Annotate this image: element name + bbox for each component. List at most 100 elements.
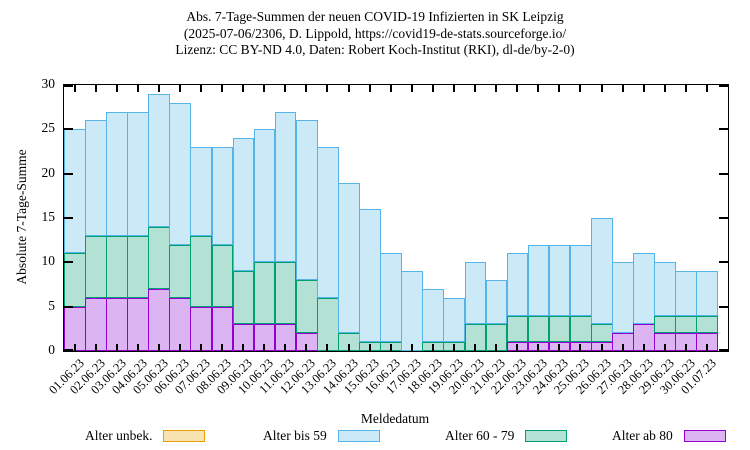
x-tick-mark bbox=[305, 344, 308, 351]
x-tick-mark bbox=[115, 344, 118, 351]
legend-swatch-alter-60-79 bbox=[525, 429, 568, 442]
bar-segment bbox=[106, 235, 128, 298]
x-tick-mark bbox=[452, 85, 455, 92]
bar-segment bbox=[590, 324, 613, 343]
bar-segment bbox=[654, 262, 676, 316]
bar-segment bbox=[380, 253, 402, 343]
bar-segment bbox=[696, 271, 719, 316]
x-tick-mark bbox=[305, 85, 308, 92]
bar-segment bbox=[295, 120, 318, 281]
x-tick-mark bbox=[537, 344, 540, 351]
bar-segment bbox=[464, 262, 487, 325]
x-tick-mark bbox=[178, 344, 181, 351]
bar-segment bbox=[359, 209, 381, 343]
y-tick-label: 10 bbox=[41, 253, 56, 269]
x-tick-mark bbox=[263, 344, 266, 351]
x-tick-mark bbox=[684, 344, 687, 351]
bar-segment bbox=[232, 138, 255, 272]
bar-segment bbox=[548, 315, 571, 343]
bar-segment bbox=[190, 235, 213, 307]
x-tick-mark bbox=[347, 85, 350, 92]
x-tick-mark bbox=[73, 344, 76, 351]
bar-segment bbox=[654, 315, 676, 334]
bar-segment bbox=[696, 315, 719, 334]
x-tick-mark bbox=[94, 344, 97, 351]
x-tick-mark bbox=[621, 85, 624, 92]
y-tick-mark bbox=[64, 172, 73, 175]
x-tick-mark bbox=[705, 85, 708, 92]
bar-segment bbox=[422, 288, 445, 343]
x-tick-mark bbox=[642, 85, 645, 92]
x-tick-mark bbox=[136, 85, 139, 92]
bar-segment bbox=[190, 147, 213, 236]
x-tick-mark bbox=[326, 85, 329, 92]
x-tick-mark bbox=[368, 85, 371, 92]
x-tick-mark bbox=[389, 85, 392, 92]
bar-segment bbox=[211, 244, 234, 307]
x-tick-mark bbox=[284, 85, 287, 92]
x-tick-mark bbox=[558, 85, 561, 92]
bar-segment bbox=[127, 235, 149, 298]
x-tick-mark bbox=[663, 344, 666, 351]
legend-label-alter-bis-59: Alter bis 59 bbox=[263, 427, 327, 443]
legend-swatch-alter-bis-59 bbox=[337, 429, 380, 442]
x-tick-mark bbox=[178, 85, 181, 92]
bar-segment bbox=[590, 218, 613, 325]
x-tick-mark bbox=[242, 85, 245, 92]
bar-segment bbox=[64, 129, 86, 254]
y-tick-label: 15 bbox=[41, 209, 56, 224]
x-tick-mark bbox=[516, 85, 519, 92]
bar-segment bbox=[274, 111, 297, 263]
x-tick-mark bbox=[642, 344, 645, 351]
bar-segment bbox=[127, 111, 149, 236]
y-tick-mark bbox=[64, 217, 73, 219]
bar-segment bbox=[485, 280, 508, 325]
legend-label-alter-60-79: Alter 60 - 79 bbox=[445, 427, 515, 443]
x-tick-mark bbox=[600, 85, 603, 92]
bar-segment bbox=[169, 102, 192, 245]
x-tick-mark bbox=[368, 344, 371, 351]
x-tick-mark bbox=[452, 344, 455, 351]
x-tick-mark bbox=[558, 344, 561, 351]
x-tick-mark bbox=[516, 344, 519, 351]
y-tick-mark bbox=[719, 85, 728, 87]
x-tick-mark bbox=[94, 85, 97, 92]
y-tick-mark bbox=[64, 261, 73, 264]
y-tick-label: 0 bbox=[48, 342, 55, 357]
x-tick-mark bbox=[136, 344, 139, 351]
bar-segment bbox=[527, 315, 550, 343]
bar-segment bbox=[169, 244, 192, 298]
x-tick-mark bbox=[389, 344, 392, 351]
x-tick-mark bbox=[200, 85, 203, 92]
x-tick-mark bbox=[495, 344, 498, 351]
y-tick-mark bbox=[64, 349, 73, 351]
bar-segment bbox=[85, 235, 107, 298]
plot-area bbox=[63, 84, 729, 352]
x-tick-mark bbox=[347, 344, 350, 351]
bar-segment bbox=[148, 226, 170, 289]
x-tick-mark bbox=[431, 344, 434, 351]
legend-item-alter-60-79: Alter 60 - 79 bbox=[445, 427, 568, 444]
x-tick-mark bbox=[431, 85, 434, 92]
x-tick-mark bbox=[284, 344, 287, 351]
chart-title-line-1: Abs. 7-Tage-Summen der neuen COVID-19 In… bbox=[186, 9, 564, 24]
chart-title-line-3: Lizenz: CC BY-ND 4.0, Daten: Robert Koch… bbox=[175, 42, 575, 57]
x-tick-mark bbox=[200, 344, 203, 351]
x-tick-mark bbox=[157, 85, 160, 92]
x-tick-mark bbox=[474, 85, 477, 92]
bar-segment bbox=[506, 315, 529, 343]
bar-segment bbox=[295, 280, 318, 334]
x-tick-mark bbox=[621, 344, 624, 351]
x-tick-mark bbox=[705, 344, 708, 351]
bar-segment bbox=[527, 244, 550, 316]
bar-segment bbox=[148, 288, 170, 351]
bar-segment bbox=[253, 129, 276, 263]
x-tick-mark bbox=[410, 344, 413, 351]
bar-segment bbox=[106, 111, 128, 236]
x-tick-mark bbox=[663, 85, 666, 92]
legend-swatch-alter-ab-80 bbox=[683, 429, 726, 442]
y-tick-label: 20 bbox=[41, 164, 56, 180]
y-tick-label: 25 bbox=[41, 120, 56, 136]
x-axis-label: Meldedatum bbox=[360, 411, 430, 426]
